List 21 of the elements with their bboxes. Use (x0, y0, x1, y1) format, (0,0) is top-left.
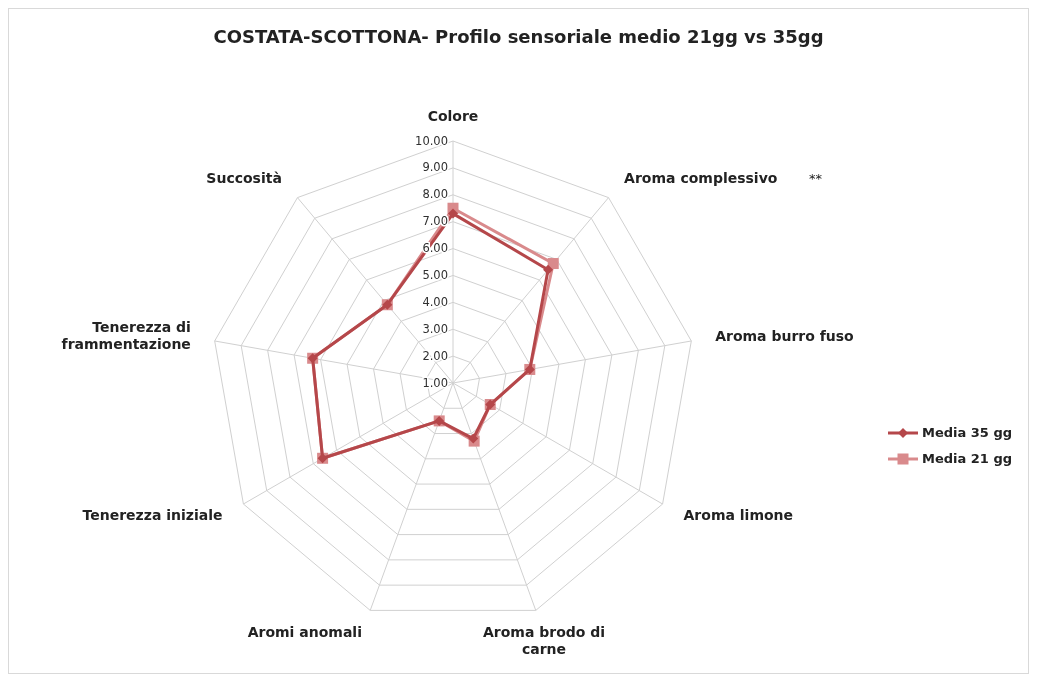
spoke-label: Aroma burro fuso (715, 327, 855, 344)
chart-title: COSTATA-SCOTTONA- Profilo sensoriale medio 21gg vs 35gg (213, 26, 824, 47)
legend-label: Media 21 gg (922, 450, 1013, 466)
y-tick-label: 4.00 (422, 294, 448, 309)
legend-label: Media 35 gg (922, 424, 1013, 440)
spoke-label: Colore (427, 107, 479, 124)
spoke-label: Aroma complessivo (624, 170, 778, 187)
y-tick-label: 5.00 (422, 267, 448, 282)
spoke-label: Aroma limone (683, 507, 794, 524)
spoke-label: Tenerezza iniziale (82, 507, 223, 524)
y-tick-label: 3.00 (422, 321, 448, 336)
spoke-label: Aromi anomali (247, 624, 362, 641)
spoke-label: Succosità (206, 170, 282, 187)
y-tick-label: 2.00 (422, 348, 448, 363)
y-tick-label: 1.00 (422, 375, 448, 390)
spoke-label: Tenerezza di frammentazione (61, 319, 191, 353)
y-tick-label: 10.00 (415, 133, 448, 148)
y-tick-label: 9.00 (422, 160, 448, 175)
y-tick-label: 8.00 (422, 187, 448, 202)
text: ** (809, 170, 823, 186)
spoke-label: Aroma brodo di carne (482, 624, 606, 658)
